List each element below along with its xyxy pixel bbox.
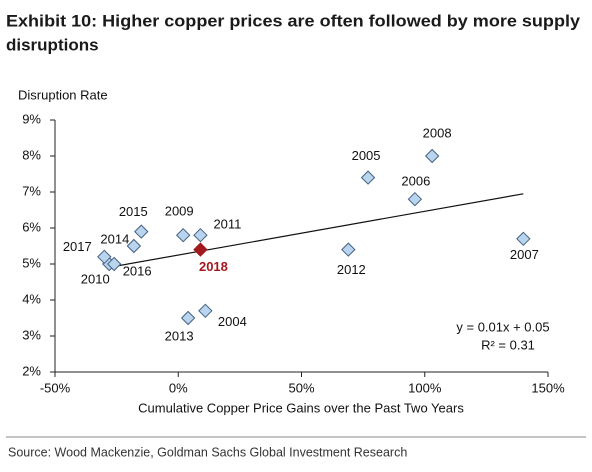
x-tick-label: 0%: [169, 380, 188, 395]
y-tick-label: 7%: [22, 183, 41, 198]
point: [126, 238, 142, 254]
point: [341, 242, 356, 257]
point-label: 2017: [63, 239, 92, 254]
point-label: 2006: [401, 174, 430, 189]
x-tick-label: -50%: [40, 380, 71, 395]
point-label: 2005: [352, 148, 381, 163]
point-label: 2004: [218, 314, 247, 329]
point: [407, 191, 423, 207]
x-tick-label: 150%: [531, 380, 565, 395]
point-label: 2015: [119, 204, 148, 219]
y-tick-label: 4%: [22, 291, 41, 306]
x-tick-label: 50%: [288, 380, 314, 395]
point: [516, 231, 531, 247]
trendline: [111, 193, 524, 268]
point: [180, 310, 196, 326]
point-label: 2018: [199, 259, 228, 274]
y-tick-label: 6%: [22, 219, 41, 234]
y-tick-label: 2%: [22, 363, 41, 378]
point: [424, 148, 440, 164]
point: [134, 224, 149, 239]
annotation: R² = 0.31: [481, 337, 535, 352]
point-label: 2010: [81, 271, 110, 286]
point-label: 2014: [100, 231, 129, 246]
x-axis-label: Cumulative Copper Price Gains over the P…: [138, 400, 464, 415]
point: [193, 242, 208, 257]
point: [106, 256, 122, 272]
point-label: 2016: [123, 263, 152, 278]
chart-title: Exhibit 10: Higher copper prices are oft…: [6, 11, 581, 30]
source: Source: Wood Mackenzie, Goldman Sachs Gl…: [8, 445, 407, 459]
y-tick-label: 3%: [22, 327, 41, 342]
x-tick-label: 100%: [408, 380, 442, 395]
y-tick-label: 5%: [22, 255, 41, 270]
point-label: 2008: [423, 125, 452, 140]
chart-title: disruptions: [6, 35, 99, 54]
y-axis-label: Disruption Rate: [18, 87, 108, 102]
point-label: 2009: [165, 204, 194, 219]
point-label: 2011: [213, 217, 241, 232]
point-label: 2013: [165, 328, 194, 343]
point: [175, 227, 191, 243]
point: [97, 249, 112, 265]
y-tick-label: 9%: [22, 111, 41, 126]
annotation: y = 0.01x + 0.05: [456, 319, 549, 334]
y-tick-label: 8%: [22, 147, 41, 162]
point: [360, 170, 376, 185]
point-label: 2007: [510, 247, 539, 262]
point: [193, 227, 208, 243]
point-label: 2012: [337, 262, 366, 277]
point: [198, 303, 213, 319]
